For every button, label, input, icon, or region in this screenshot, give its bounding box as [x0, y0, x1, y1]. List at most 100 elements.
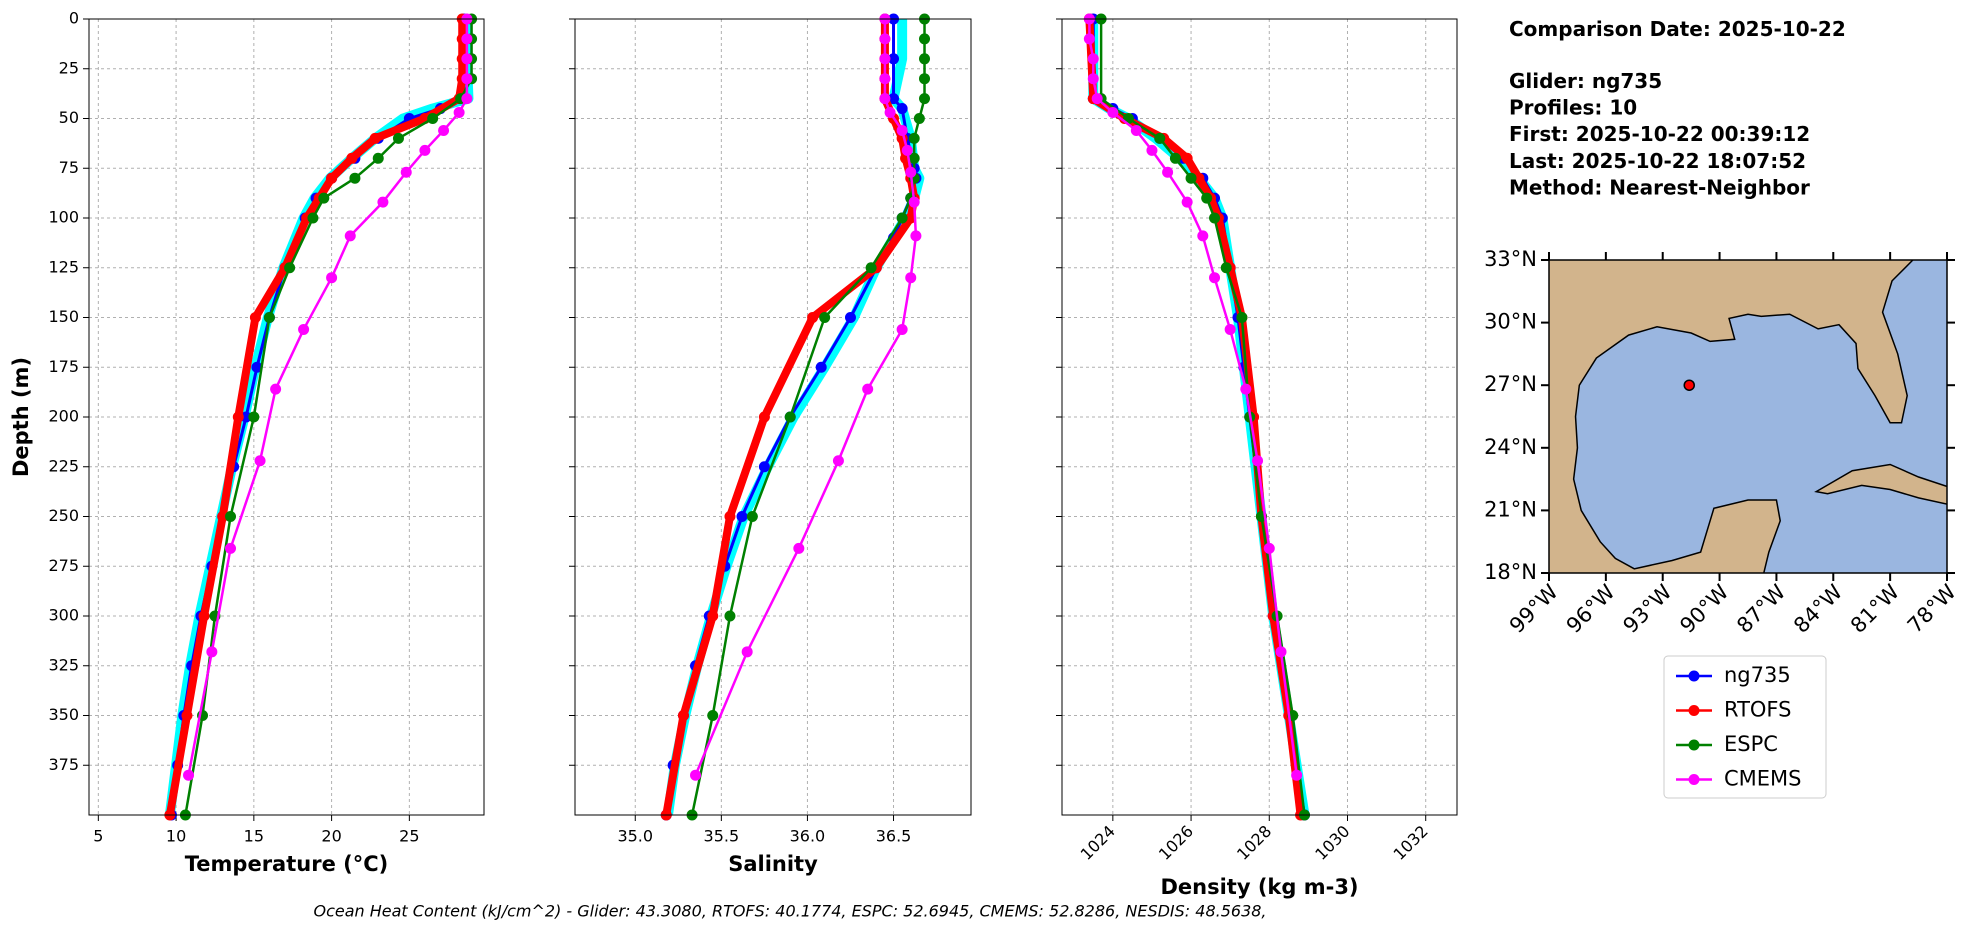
series-marker [198, 610, 210, 622]
series-marker [677, 710, 689, 721]
series-marker [896, 212, 908, 224]
x-tick-label: 1026 [1155, 822, 1197, 864]
y-tick-label: 225 [48, 456, 79, 475]
y-tick-label: 30°N [1484, 310, 1537, 334]
legend-label: CMEMS [1724, 767, 1802, 791]
series-marker [707, 610, 719, 622]
y-tick-label: 100 [48, 208, 79, 227]
y-tick-label: 275 [48, 556, 79, 575]
series-marker [888, 93, 900, 105]
series-marker [1181, 196, 1193, 208]
info-line: First: 2025-10-22 00:39:12 [1509, 122, 1810, 146]
x-tick-label: 35.5 [704, 827, 740, 846]
series-marker [724, 511, 736, 522]
series-marker [248, 411, 260, 423]
x-tick-label: 15 [244, 827, 264, 846]
x-tick-label: 81°W [1846, 580, 1904, 638]
legend-marker [1688, 739, 1700, 751]
series-marker [807, 312, 819, 323]
series-marker [249, 312, 261, 323]
series-marker [1209, 272, 1221, 284]
y-tick-label: 50 [59, 108, 79, 127]
y-tick-label: 375 [48, 755, 79, 774]
series-marker [349, 172, 361, 184]
info-line: Method: Nearest-Neighbor [1509, 175, 1810, 199]
series-marker [307, 212, 319, 224]
map [1549, 260, 1947, 573]
series-marker [879, 93, 891, 105]
x-axis-label: Salinity [728, 852, 818, 876]
y-tick-label: 350 [48, 705, 79, 724]
y-tick-label: 250 [48, 506, 79, 525]
series-marker [453, 107, 465, 119]
y-tick-label: 18°N [1484, 560, 1537, 584]
series-marker [1146, 144, 1158, 156]
series-marker [919, 93, 931, 105]
series-marker [461, 73, 473, 85]
x-tick-label: 90°W [1675, 580, 1733, 638]
series-marker [400, 166, 412, 178]
series-marker [1209, 212, 1221, 224]
x-axis-label: Temperature (°C) [185, 852, 388, 876]
series-marker [217, 511, 229, 522]
series-marker [251, 361, 263, 373]
series-marker [369, 132, 381, 144]
legend-marker [1688, 774, 1700, 785]
x-tick-label: 36.5 [876, 827, 912, 846]
y-tick-label: 325 [48, 655, 79, 674]
series-marker [905, 166, 917, 178]
y-tick-label: 25 [59, 58, 79, 77]
y-tick-label: 0 [69, 9, 79, 28]
y-axis-label: Depth (m) [9, 357, 33, 477]
series-marker [377, 196, 389, 208]
series-marker [372, 152, 384, 164]
x-tick-label: 93°W [1619, 580, 1677, 638]
series-marker [884, 107, 896, 119]
series-marker [1091, 93, 1103, 105]
x-tick-label: 84°W [1789, 580, 1847, 638]
series-marker [1201, 192, 1213, 204]
series-marker [758, 411, 770, 423]
series-marker [736, 511, 748, 522]
legend-label: RTOFS [1724, 698, 1791, 722]
y-tick-label: 75 [59, 158, 79, 177]
series-marker [879, 73, 891, 85]
series-marker [819, 312, 831, 323]
series-marker [183, 769, 195, 781]
legend-box [1663, 655, 1827, 799]
series-marker [346, 152, 358, 164]
series-marker [919, 33, 931, 45]
x-tick-label: 1024 [1077, 822, 1119, 864]
x-tick-label: 5 [93, 827, 103, 846]
x-tick-label: 1028 [1233, 822, 1275, 864]
series-line [165, 19, 467, 816]
series-marker [461, 33, 473, 45]
series-marker [758, 461, 770, 473]
series-marker [181, 710, 193, 721]
series-marker [896, 103, 908, 115]
series-marker [240, 411, 252, 423]
series-marker [419, 144, 431, 156]
series-marker [1224, 323, 1236, 335]
y-tick-label: 27°N [1484, 372, 1537, 396]
series-marker [326, 272, 338, 284]
plot-frame [88, 18, 485, 816]
plot-frame [1061, 18, 1458, 816]
series-marker [910, 230, 922, 242]
series-marker [741, 646, 753, 658]
series-marker [461, 93, 473, 105]
series-marker [392, 132, 404, 144]
series-marker [724, 610, 736, 622]
series-marker [1154, 132, 1166, 144]
series-marker [1087, 53, 1099, 65]
series-marker [225, 511, 237, 522]
series-marker [905, 212, 917, 224]
series-marker [707, 710, 719, 721]
series-marker [879, 53, 891, 65]
series-marker [1181, 152, 1193, 164]
info-line: Profiles: 10 [1509, 96, 1637, 120]
cuba [1814, 463, 1947, 505]
x-tick-label: 99°W [1505, 580, 1563, 638]
series-marker [862, 383, 874, 395]
y-tick-label: 200 [48, 407, 79, 426]
